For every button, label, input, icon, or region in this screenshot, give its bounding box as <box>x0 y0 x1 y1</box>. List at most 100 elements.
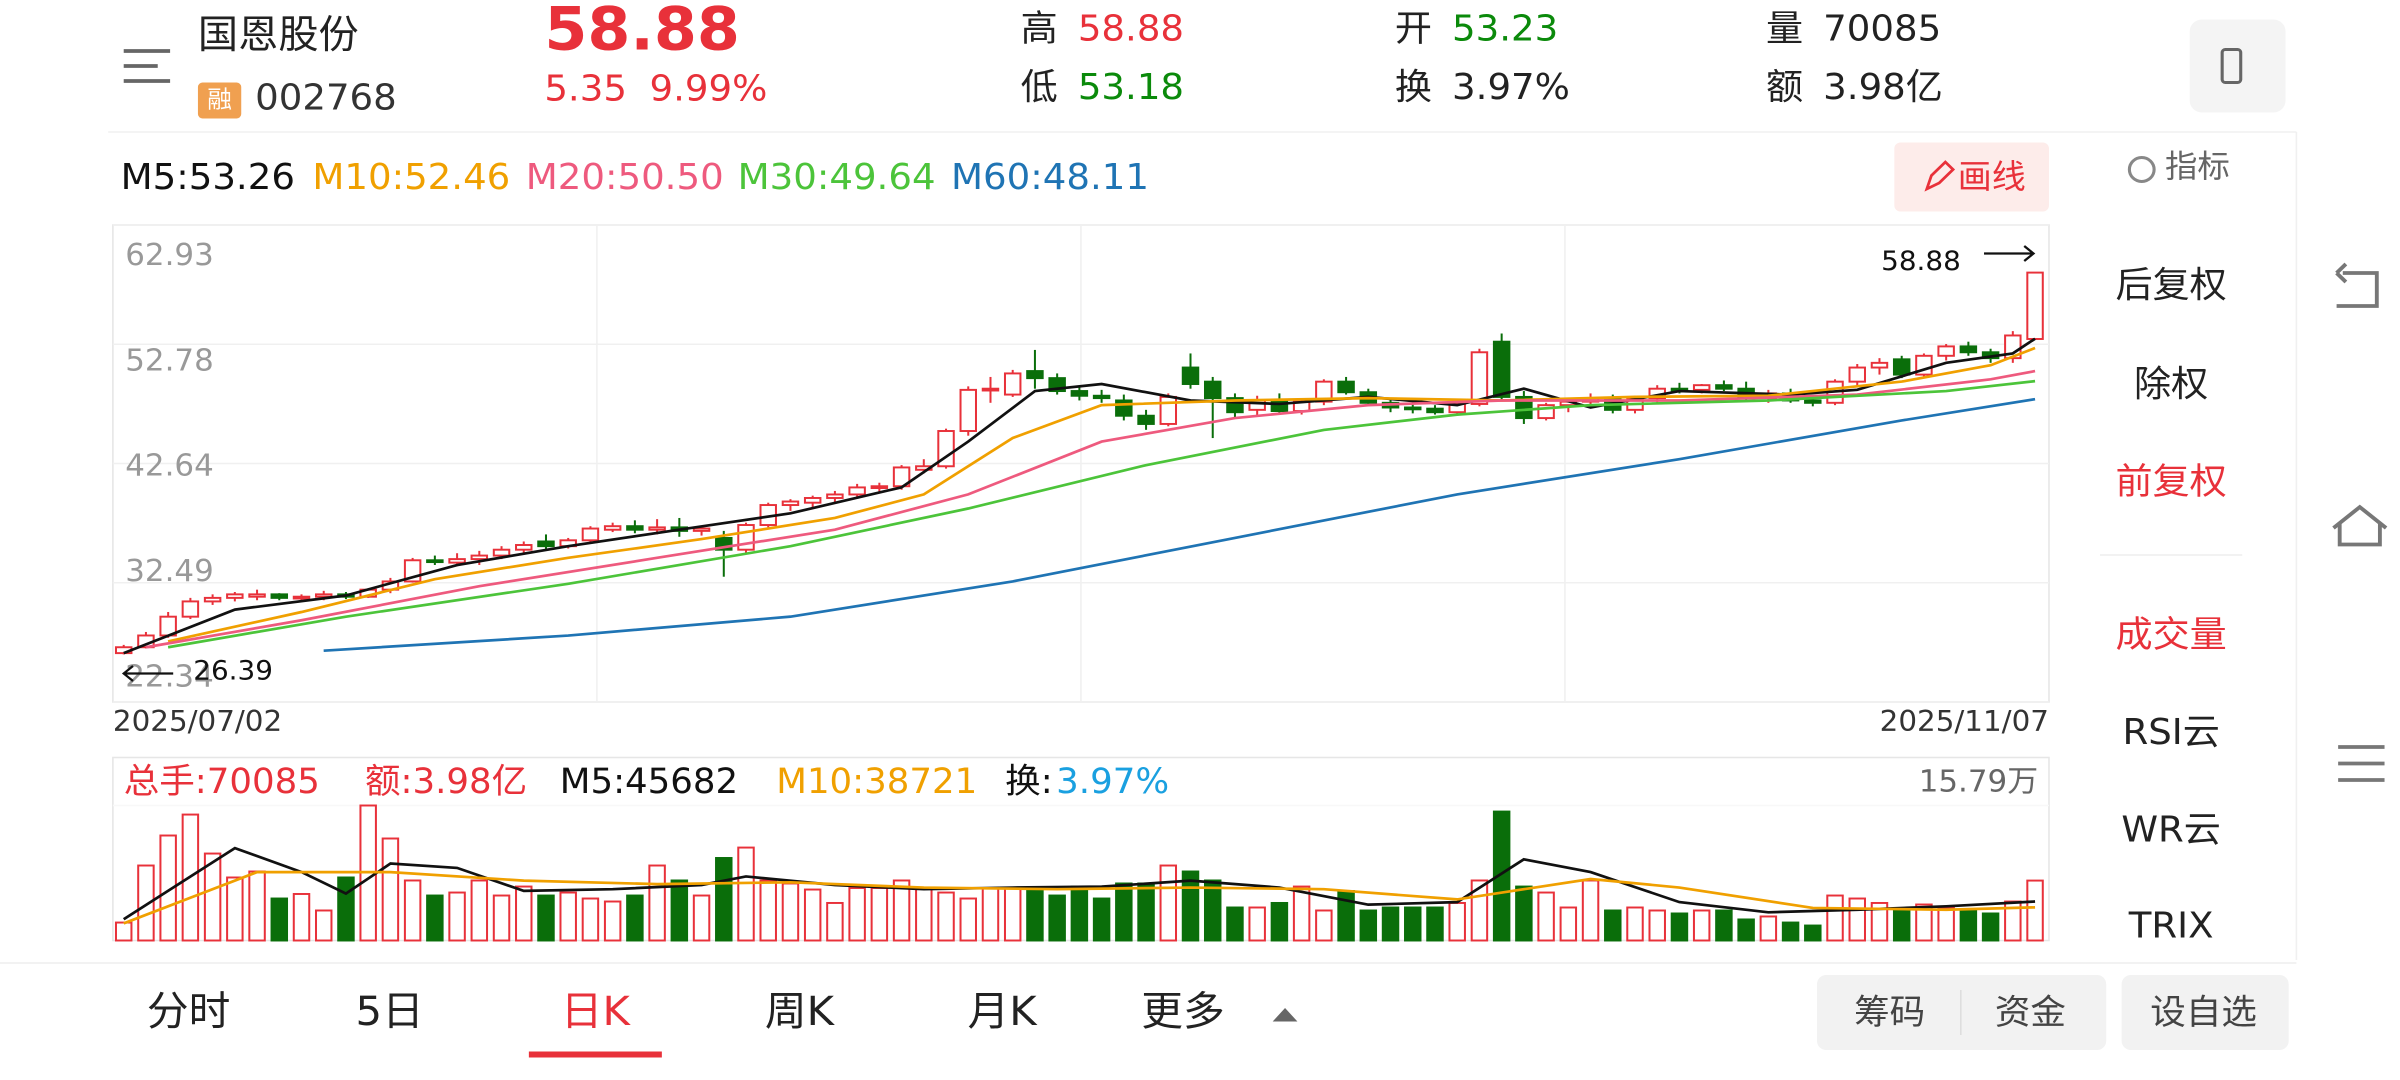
draw-button-label: 画线 <box>1958 157 2026 195</box>
volume-bar <box>226 876 244 942</box>
y-tick-label: 62.93 <box>125 238 214 272</box>
draw-button[interactable] <box>1894 142 2049 212</box>
x-end-label: 2025/11/07 <box>1880 704 2049 737</box>
quote-value: 3.97% <box>1452 65 1570 107</box>
min-label: 26.39 <box>193 656 273 687</box>
side-menu-item[interactable]: 前复权 <box>2115 460 2226 502</box>
candle-body <box>426 559 444 564</box>
volume-tick-label: 15.79万 <box>1919 765 2038 799</box>
side-menu-item[interactable]: 后复权 <box>2115 263 2226 305</box>
candle-body <box>1337 380 1355 394</box>
volume-bar <box>892 879 911 942</box>
candle-body <box>1848 366 1866 383</box>
candle-body <box>803 497 822 504</box>
volume-bar <box>203 852 222 942</box>
candle-body <box>537 540 555 548</box>
volume-bar <box>1848 897 1866 942</box>
volume-bar <box>1137 882 1155 942</box>
watchlist-button-bg <box>2121 975 2289 1050</box>
candle-body <box>248 593 266 598</box>
candle-body <box>603 525 622 531</box>
candle-body <box>737 524 755 551</box>
side-menu-item[interactable]: RSI云 <box>2122 710 2219 752</box>
volume-bar <box>915 887 933 942</box>
candle-body <box>2026 271 2044 340</box>
indicator-icon <box>2127 156 2156 183</box>
tab[interactable]: 月K <box>968 987 1038 1034</box>
candle-body <box>270 593 289 599</box>
volume-header: 3.97% <box>1056 761 1169 801</box>
volume-bar <box>715 857 733 942</box>
volume-bar <box>448 891 466 942</box>
volume-bar <box>470 879 489 942</box>
volume-bar <box>1804 924 1822 942</box>
volume-bar <box>381 837 400 942</box>
more-arrow[interactable] <box>1272 1008 1298 1022</box>
volume-bar <box>1003 887 1022 942</box>
volume-bar <box>581 897 600 942</box>
candle-body <box>1092 394 1111 400</box>
volume-bar <box>737 846 755 942</box>
volume-header: 换: <box>1005 761 1053 801</box>
volume-bar <box>959 897 977 942</box>
volume-bar <box>114 921 133 942</box>
volume-bar <box>1759 915 1778 942</box>
back-icon[interactable] <box>2335 262 2379 308</box>
tab[interactable]: 5日 <box>356 987 424 1034</box>
volume-bar <box>1270 901 1289 942</box>
volume-header: M10:38721 <box>776 761 977 801</box>
min-arrow <box>121 665 174 682</box>
candle-body <box>292 595 311 600</box>
quote-value: 58.88 <box>1078 7 1184 49</box>
quote-label: 换 <box>1395 65 1432 107</box>
tab[interactable]: 分时 <box>147 987 231 1034</box>
volume-bar <box>1470 879 1489 942</box>
candle-body <box>937 430 955 468</box>
volume-bar <box>1626 906 1644 942</box>
quote-label: 额 <box>1766 65 1803 107</box>
tab[interactable]: 日K <box>561 987 631 1034</box>
menu-icon[interactable] <box>123 49 171 83</box>
tab-button[interactable]: 筹码 <box>1854 992 1925 1032</box>
volume-bar <box>1092 897 1111 942</box>
pencil-icon <box>1924 160 1956 192</box>
candle-body <box>1137 414 1155 425</box>
volume-bar <box>1892 909 1911 942</box>
tab[interactable]: 周K <box>765 987 835 1034</box>
volume-bar <box>1959 909 1978 942</box>
ma-line <box>167 379 2036 649</box>
candle-body <box>1026 370 1044 380</box>
candle-body <box>981 387 1000 392</box>
tab-button[interactable]: 设自选 <box>2150 992 2257 1032</box>
side-menu-item[interactable]: 成交量 <box>2115 613 2226 655</box>
side-menu-item[interactable]: 除权 <box>2134 362 2208 404</box>
recents-icon[interactable] <box>2338 745 2385 782</box>
volume-bar <box>403 879 422 942</box>
tab[interactable]: 更多 <box>1141 987 1225 1034</box>
candle-body <box>1159 395 1178 425</box>
candle-body <box>314 593 333 598</box>
candle-body <box>226 593 244 599</box>
volume-bar <box>2026 879 2044 942</box>
side-menu-item[interactable]: TRIX <box>2128 904 2214 946</box>
side-menu-item[interactable]: WR云 <box>2121 808 2221 850</box>
candle-body <box>1426 407 1444 414</box>
volume-bar <box>248 870 266 942</box>
volume-bar <box>1559 906 1578 942</box>
volume-header: M5:45682 <box>560 761 738 801</box>
volume-bar <box>1115 882 1133 942</box>
quote-value: 70085 <box>1823 7 1941 49</box>
candle-body <box>1115 399 1133 417</box>
candle-body <box>692 527 711 532</box>
candle-body <box>1070 390 1089 397</box>
device-button[interactable] <box>2189 19 2286 113</box>
tab-button[interactable]: 资金 <box>1995 992 2066 1032</box>
candle-body <box>781 500 800 507</box>
quote-value: 3.98亿 <box>1823 65 1943 107</box>
volume-bar <box>826 901 844 942</box>
candle-body <box>515 544 533 551</box>
home-icon[interactable] <box>2332 504 2388 547</box>
volume-bar <box>270 897 289 942</box>
